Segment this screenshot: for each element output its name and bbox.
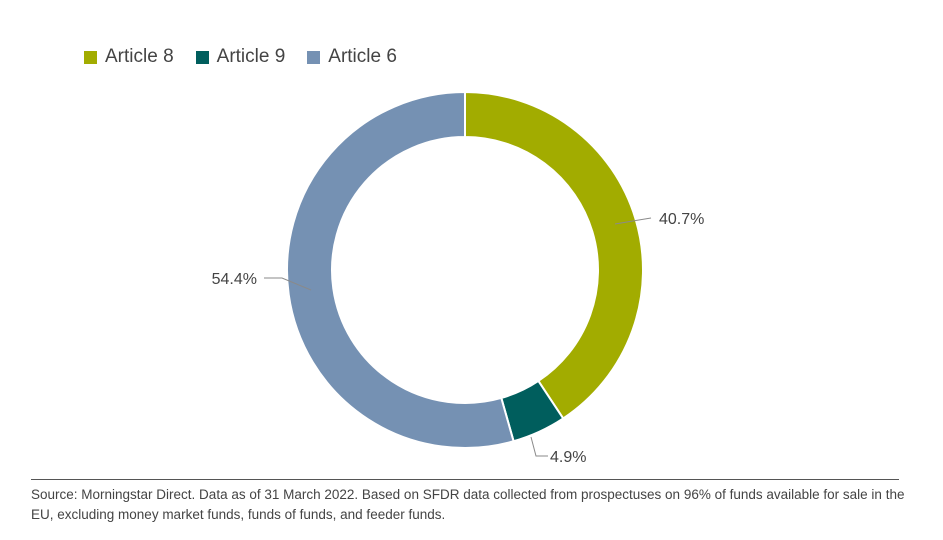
data-label-article-6: 54.4% — [212, 271, 257, 288]
legend-label-article-8: Article 8 — [105, 46, 174, 67]
data-label-article-9: 4.9% — [550, 449, 586, 466]
leader-line-article-9 — [530, 436, 548, 457]
source-note: Source: Morningstar Direct. Data as of 3… — [31, 487, 905, 522]
legend-item-article-8: Article 8 — [84, 46, 174, 68]
chart-legend: Article 8 Article 9 Article 6 — [84, 46, 419, 68]
leader-line-article-6 — [264, 277, 312, 291]
leader-line-article-8 — [614, 217, 652, 225]
legend-label-article-6: Article 6 — [328, 46, 397, 67]
legend-item-article-9: Article 9 — [195, 46, 286, 68]
legend-swatch-article-6 — [307, 50, 321, 64]
legend-item-article-6: Article 6 — [307, 46, 397, 68]
donut-slice-article-6 — [286, 90, 515, 449]
legend-swatch-article-8 — [84, 50, 97, 64]
legend-label-article-9: Article 9 — [216, 46, 286, 67]
footer-divider — [31, 479, 899, 480]
legend-swatch-article-9 — [195, 50, 209, 64]
donut-chart: 40.7% 4.9% 54.4% — [212, 90, 704, 466]
donut-slice-article-8 — [464, 90, 644, 420]
data-label-article-8: 40.7% — [659, 211, 704, 228]
